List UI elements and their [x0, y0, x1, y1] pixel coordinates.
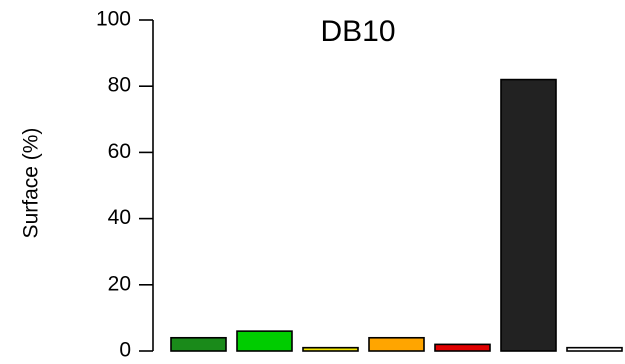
- y-axis: 0 20 40 60 80 100: [96, 8, 154, 362]
- bar: [500, 78, 557, 352]
- y-tick-label: 40: [108, 206, 131, 229]
- y-tick-label: 60: [108, 140, 131, 163]
- bar: [302, 346, 359, 352]
- chart-title: DB10: [320, 15, 395, 48]
- bar: [368, 336, 425, 352]
- bar: [170, 336, 227, 352]
- bar: [566, 346, 623, 352]
- y-tick-label: 100: [96, 8, 131, 31]
- y-tick-label: 80: [108, 74, 131, 97]
- y-tick-label: 0: [119, 339, 131, 362]
- bar: [434, 343, 491, 352]
- y-axis-label: Surface (%): [20, 128, 43, 239]
- y-tick-label: 20: [108, 272, 131, 295]
- bars: [170, 78, 623, 352]
- bar: [236, 330, 293, 352]
